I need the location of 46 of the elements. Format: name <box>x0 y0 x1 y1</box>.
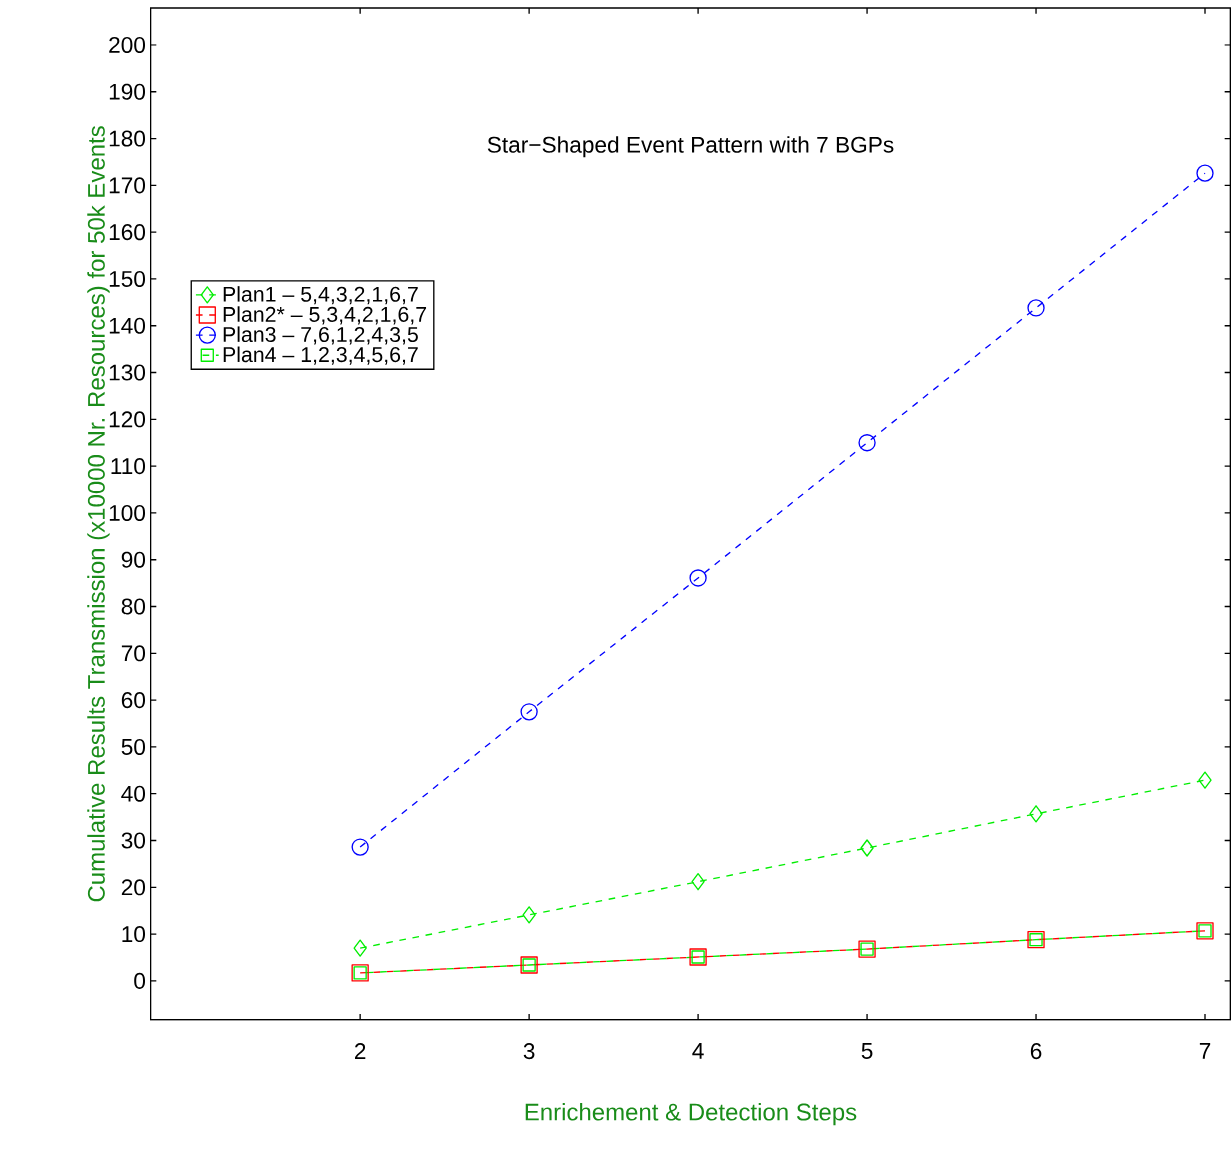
point <box>522 906 536 924</box>
legend-label: Plan3 – 7,6,1,2,4,3,5 <box>223 326 418 345</box>
point <box>858 433 876 452</box>
x-tick-label: 4 <box>692 1042 704 1059</box>
x-axis-title: Enrichement & Detection Steps <box>525 1102 857 1126</box>
point <box>1027 299 1045 317</box>
point <box>1029 804 1043 823</box>
y-tick-label: 0 <box>134 972 146 989</box>
y-tick-label: 140 <box>109 317 146 334</box>
y-tick-label: 190 <box>109 83 146 100</box>
y-tick-label: 130 <box>109 364 146 381</box>
legend-label: Plan1 – 5,4,3,2,1,6,7 <box>223 285 418 305</box>
y-tick-label: 120 <box>109 411 146 428</box>
y-tick-label: 30 <box>121 832 146 849</box>
x-tick-label: 7 <box>1199 1042 1211 1059</box>
y-tick-label: 200 <box>109 36 146 53</box>
y-tick-label: 100 <box>109 504 146 521</box>
legend-label: Plan2* – 5,3,4,2,1,6,7 <box>223 306 427 325</box>
y-tick-label: 20 <box>121 879 146 896</box>
y-tick-label: 40 <box>121 785 146 802</box>
y-tick-label: 110 <box>111 457 146 474</box>
point <box>689 569 707 587</box>
point <box>351 838 369 856</box>
y-tick-label: 10 <box>122 925 146 942</box>
y-tick-label: 90 <box>121 551 146 568</box>
y-tick-label: 180 <box>109 130 146 147</box>
y-tick-label: 150 <box>109 270 146 287</box>
point <box>691 872 705 891</box>
y-tick-label: 50 <box>121 738 146 755</box>
y-tick-label: 60 <box>121 691 146 708</box>
x-tick-label: 5 <box>861 1042 873 1059</box>
x-tick-label: 2 <box>355 1042 366 1059</box>
legend-label: Plan4 – 1,2,3,4,5,6,7 <box>223 346 418 365</box>
x-tick-label: 6 <box>1030 1042 1042 1059</box>
point <box>860 839 874 857</box>
text: Star−Shaped Event Pattern with 7 BGPs <box>487 135 894 158</box>
point <box>1198 771 1212 789</box>
y-tick-label: 70 <box>121 645 146 662</box>
y-tick-label: 170 <box>109 177 146 194</box>
point <box>1196 164 1214 182</box>
y-axis-title: Cumulative Results Transmission (x10000 Nr. Resources) for 50k Events <box>87 125 110 902</box>
y-tick-label: 160 <box>109 223 146 240</box>
x-tick-label: 3 <box>523 1042 535 1059</box>
point <box>353 939 367 957</box>
point <box>520 702 538 721</box>
y-tick-label: 80 <box>121 598 146 615</box>
